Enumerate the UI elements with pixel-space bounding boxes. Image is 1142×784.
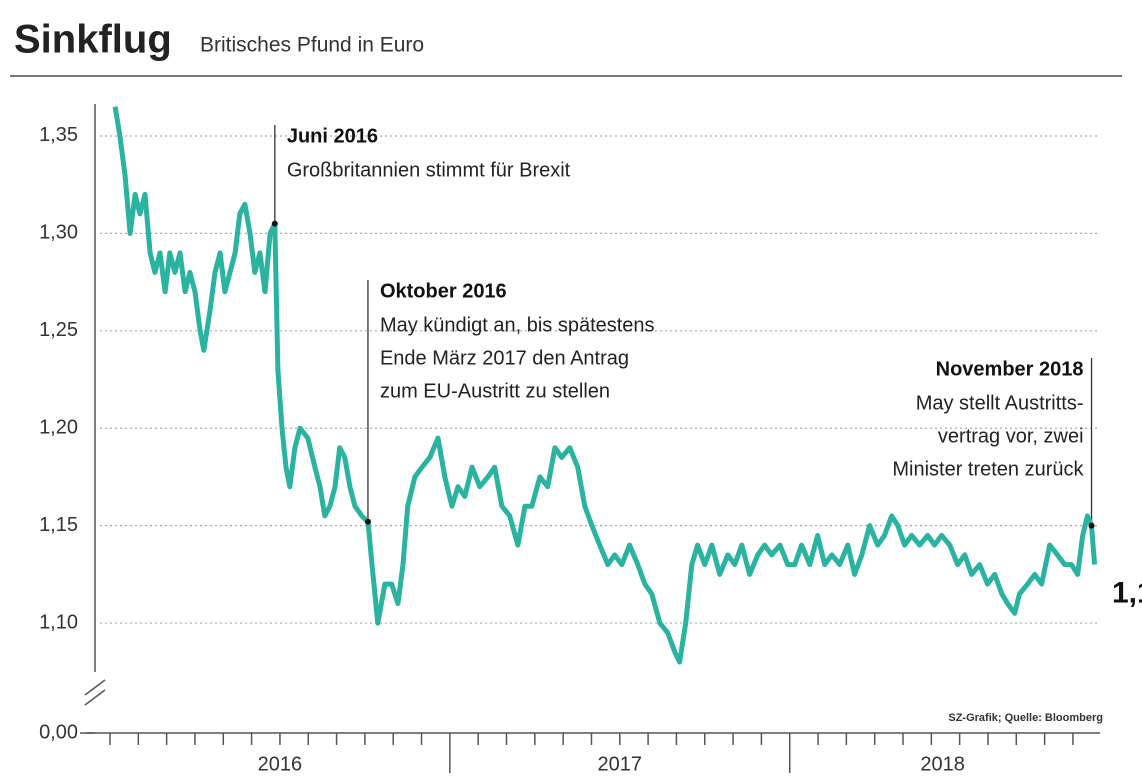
annotation-dot [1088,522,1095,529]
last-value-label: 1,13 [1112,577,1142,610]
chart-title: Sinkflug [14,18,172,62]
source: SZ-Grafik; Quelle: Bloomberg [948,712,1103,724]
y-tick-label: 1,15 [39,514,78,536]
annotation-text: Ende März 2017 den Antrag [380,347,629,369]
chart-subtitle: Britisches Pfund in Euro [200,34,424,57]
x-tick-label: 2017 [598,753,643,775]
annotation-heading: Juni 2016 [287,125,378,147]
y-tick-label: 1,30 [39,222,78,244]
annotation-text: May kündigt an, bis spätestens [380,314,655,336]
y-tick-label: 1,25 [39,319,78,341]
annotation-heading: November 2018 [936,358,1084,380]
y-tick-label: 1,20 [39,417,78,439]
data-line [112,106,1098,665]
annotation-text: May stellt Austritts- [916,392,1084,414]
annotation-dot [271,220,278,227]
annotation-text: Minister treten zurück [892,458,1084,480]
x-tick-label: 2018 [920,753,965,775]
annotation-heading: Oktober 2016 [380,280,507,302]
annotation-dot [364,518,371,525]
axis-break [84,679,106,706]
annotation-text: vertrag vor, zwei [938,425,1084,447]
x-tick-label: 2016 [258,753,303,775]
y-tick-label: 0,00 [39,721,78,743]
y-tick-label: 1,35 [39,124,78,146]
annotation-text: zum EU-Austritt zu stellen [380,380,610,402]
annotation-text: Großbritannien stimmt für Brexit [287,159,571,181]
y-tick-label: 1,10 [39,611,78,633]
